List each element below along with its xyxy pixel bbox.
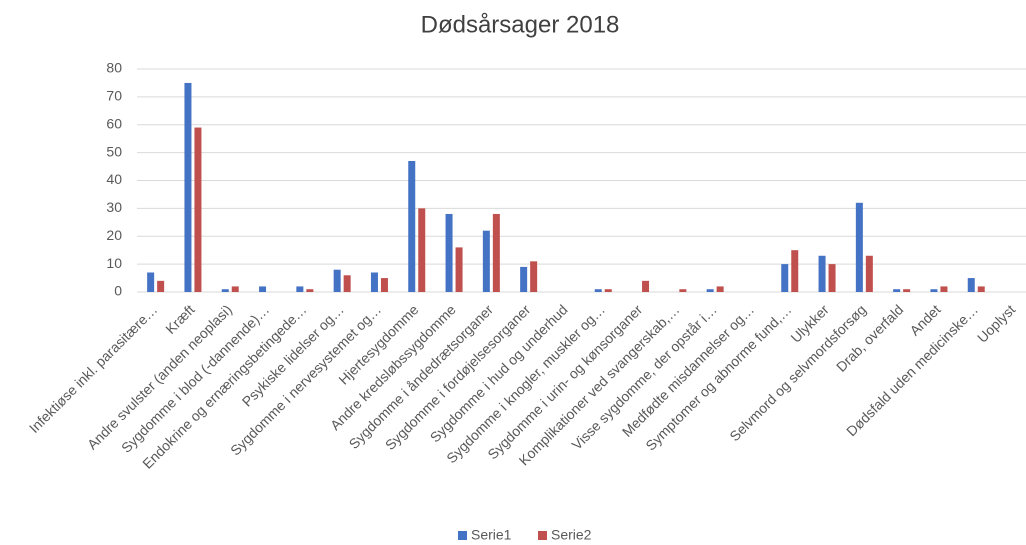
- bar: [967, 278, 975, 292]
- bar: [940, 286, 948, 292]
- x-tick-label: Infektiøse inkl. parasitære…: [26, 301, 161, 436]
- bar: [865, 255, 873, 292]
- y-tick-label: 0: [114, 283, 122, 299]
- y-tick-label: 20: [106, 227, 122, 243]
- bar: [306, 289, 314, 292]
- bar: [408, 160, 416, 292]
- bar: [333, 269, 341, 292]
- bar: [716, 286, 724, 292]
- bar: [482, 230, 490, 292]
- legend-label: Serie1: [471, 527, 512, 543]
- bar: [530, 261, 538, 292]
- bar: [194, 127, 202, 292]
- legend-swatch: [538, 531, 547, 540]
- bar: [594, 289, 602, 292]
- y-tick-label: 30: [106, 199, 122, 215]
- bar: [231, 286, 239, 292]
- bar: [791, 250, 799, 292]
- x-tick-label: Drab, overfald: [833, 301, 906, 374]
- bar: [604, 289, 612, 292]
- x-tick-label: Andre svulster (anden neoplasi): [84, 301, 235, 452]
- legend-label: Serie2: [551, 527, 592, 543]
- y-tick-label: 70: [106, 88, 122, 104]
- bar: [492, 213, 500, 292]
- chart-title: Dødsårsager 2018: [421, 11, 620, 38]
- y-tick-label: 40: [106, 171, 122, 187]
- bar: [296, 286, 304, 292]
- bar: [380, 278, 388, 292]
- bar: [903, 289, 911, 292]
- bar: [781, 264, 789, 292]
- bar: [221, 289, 229, 292]
- bar: [455, 247, 463, 292]
- bar: [818, 255, 826, 292]
- bar: [930, 289, 938, 292]
- bar: [893, 289, 901, 292]
- bar: [370, 272, 378, 292]
- bar: [855, 202, 863, 292]
- bar: [259, 286, 267, 292]
- bar: [828, 264, 836, 292]
- bar: [157, 280, 165, 292]
- bar: [679, 289, 687, 292]
- legend-swatch: [458, 531, 467, 540]
- bar: [642, 280, 650, 292]
- y-tick-label: 60: [106, 115, 122, 131]
- bar: [418, 208, 426, 292]
- bar: [147, 272, 155, 292]
- y-tick-label: 10: [106, 255, 122, 271]
- x-tick-label: Uoplyst: [974, 301, 1018, 345]
- bar: [706, 289, 714, 292]
- y-tick-label: 50: [106, 143, 122, 159]
- bar: [343, 275, 351, 292]
- y-tick-label: 80: [106, 60, 122, 76]
- bar: [184, 82, 192, 292]
- bar: [520, 266, 528, 292]
- bar: [445, 213, 453, 292]
- bar: [977, 286, 985, 292]
